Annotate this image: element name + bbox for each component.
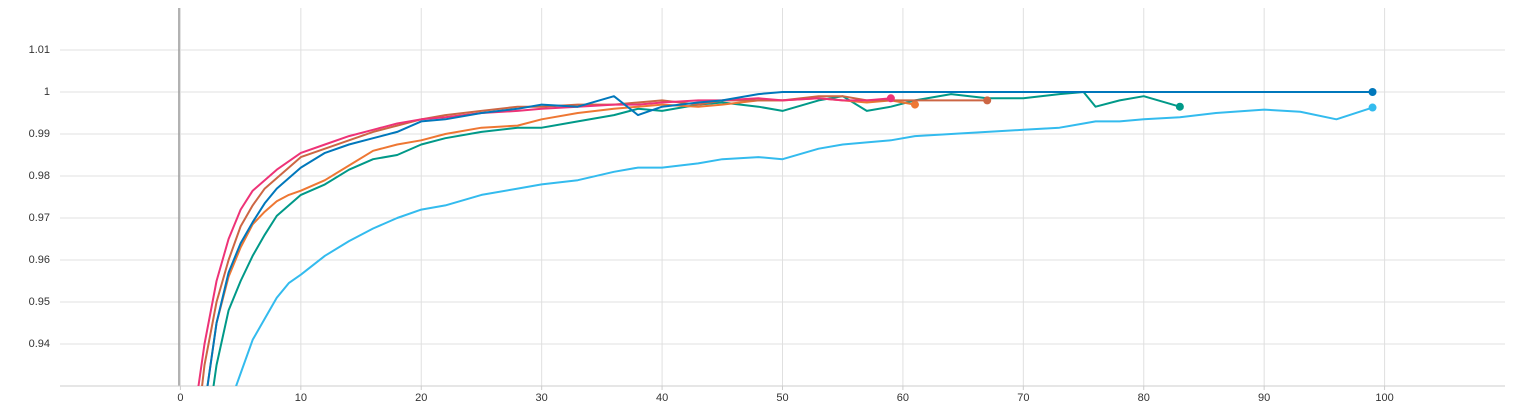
series-line (206, 91, 1373, 386)
x-tick-label: 50 (776, 392, 788, 404)
series-line (201, 95, 988, 386)
end-point (1368, 88, 1377, 96)
y-tick-label: 0.97 (29, 212, 50, 224)
end-point (1368, 103, 1377, 112)
x-tick-label: 70 (1017, 392, 1029, 404)
series-line (235, 106, 1373, 386)
y-tick-label: 1 (44, 86, 50, 98)
x-tick-label: 10 (295, 392, 307, 404)
series-line (212, 91, 1181, 386)
x-tick-label: 0 (177, 392, 183, 404)
grid (60, 8, 1505, 386)
y-tick-label: 0.96 (29, 254, 50, 266)
y-tick-label: 1.01 (29, 44, 50, 56)
y-tick-label: 0.95 (29, 296, 50, 308)
y-tick-label: 0.94 (29, 338, 50, 350)
series-line (197, 97, 891, 386)
y-tick-label: 0.98 (29, 170, 50, 182)
end-point (910, 100, 919, 109)
x-tick-label: 40 (656, 392, 668, 404)
plot-area (197, 88, 1377, 386)
x-tick-label: 20 (415, 392, 427, 404)
x-tick-label: 80 (1138, 392, 1150, 404)
end-point (983, 96, 992, 105)
y-tick-label: 0.99 (29, 128, 50, 140)
x-tick-label: 100 (1375, 392, 1393, 404)
x-tick-label: 90 (1258, 392, 1270, 404)
end-point (886, 94, 895, 103)
end-point (1175, 102, 1184, 111)
x-tick-label: 60 (897, 392, 909, 404)
x-tick-label: 30 (536, 392, 548, 404)
